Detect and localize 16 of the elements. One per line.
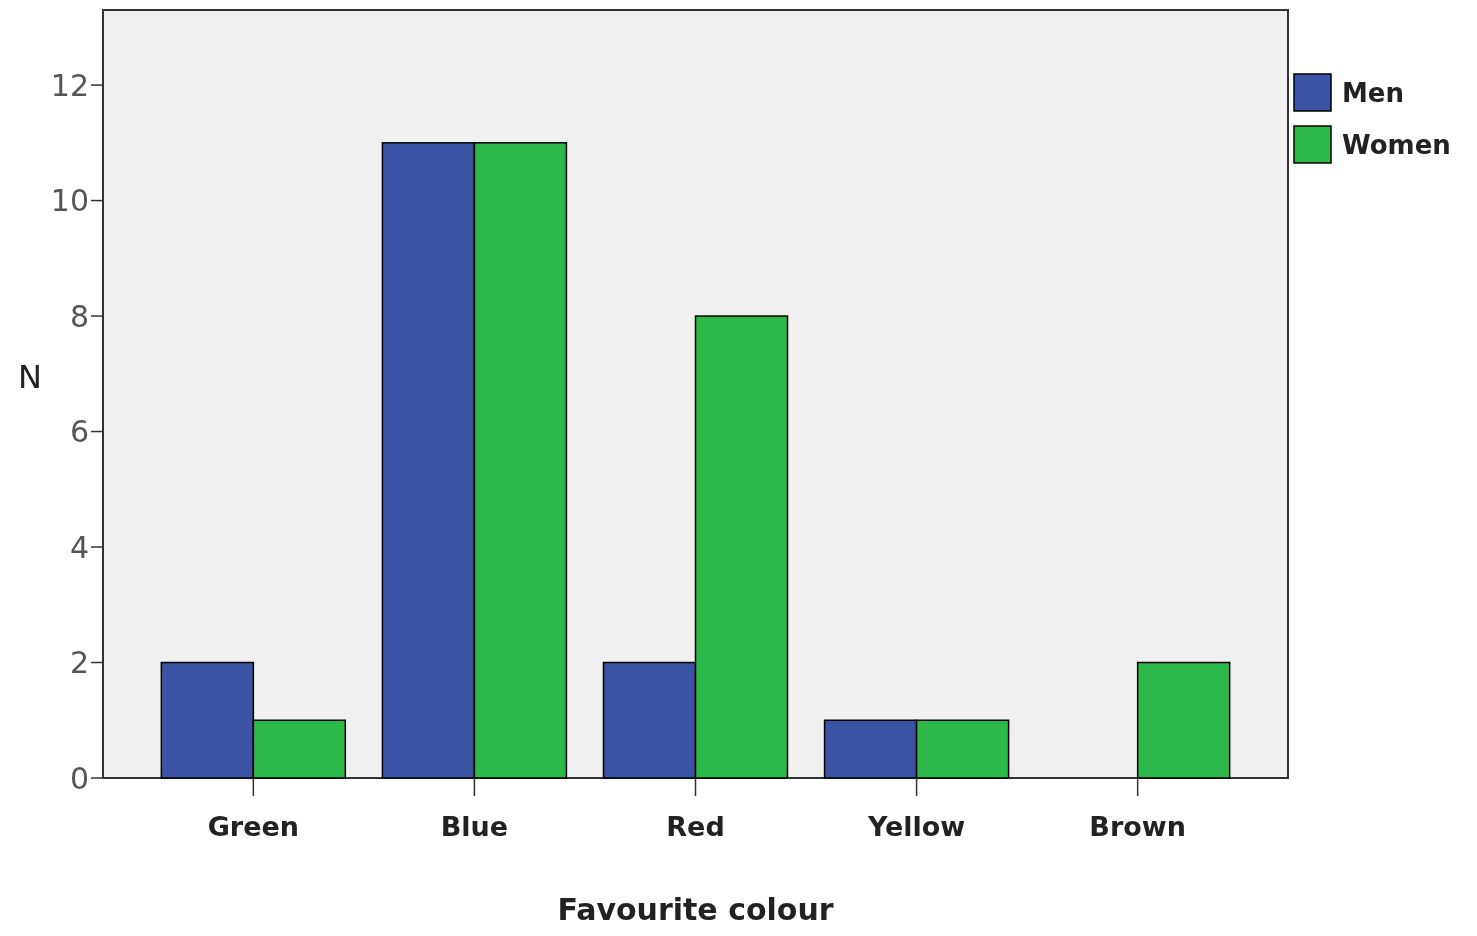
y-tick-label: 8 bbox=[69, 298, 89, 334]
y-tick-label: 4 bbox=[69, 529, 89, 565]
x-tick-label: Green bbox=[207, 811, 299, 842]
y-tick-label: 12 bbox=[50, 67, 89, 103]
y-tick-label: 0 bbox=[69, 760, 89, 796]
x-tick-label: Blue bbox=[440, 811, 509, 842]
legend-label: Women bbox=[1342, 130, 1451, 161]
y-axis-title: N bbox=[18, 358, 42, 396]
x-tick-label: Yellow bbox=[866, 811, 966, 842]
y-tick-label: 2 bbox=[69, 645, 89, 681]
y-tick-label: 10 bbox=[50, 183, 89, 219]
x-tick-label: Brown bbox=[1089, 811, 1186, 842]
legend-label: Men bbox=[1342, 78, 1405, 109]
x-tick-label: Red bbox=[666, 811, 725, 842]
y-tick-label: 6 bbox=[69, 414, 89, 450]
x-axis-title: Favourite colour bbox=[557, 892, 834, 927]
